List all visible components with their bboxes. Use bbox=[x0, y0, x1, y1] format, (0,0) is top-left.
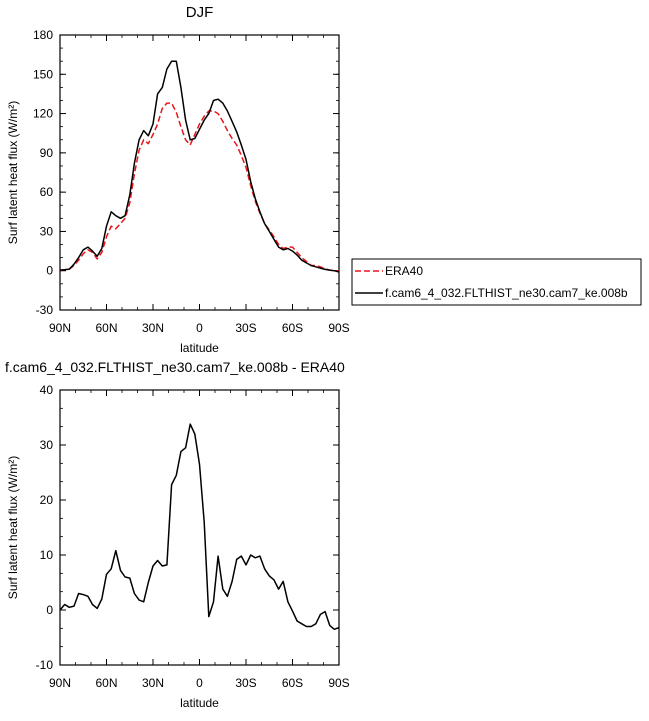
y-tick-label: 90 bbox=[40, 146, 54, 160]
chart-title: f.cam6_4_032.FLTHIST_ne30.cam7_ke.008b -… bbox=[5, 359, 345, 375]
x-tick-label: 60S bbox=[282, 321, 303, 335]
x-tick-label: 90S bbox=[328, 321, 349, 335]
x-tick-label: 60S bbox=[282, 676, 303, 690]
y-axis-label: Surf latent heat flux (W/m²) bbox=[6, 456, 20, 599]
y-tick-label: -10 bbox=[36, 658, 54, 672]
x-tick-label: 30S bbox=[235, 676, 256, 690]
x-axis-label: latitude bbox=[180, 696, 219, 710]
y-axis-label: Surf latent heat flux (W/m²) bbox=[6, 101, 20, 244]
x-tick-label: 90N bbox=[49, 676, 71, 690]
y-tick-label: -30 bbox=[36, 303, 54, 317]
x-tick-label: 60N bbox=[95, 321, 117, 335]
legend-box bbox=[351, 258, 642, 306]
series-line-0 bbox=[59, 102, 339, 272]
y-tick-label: 120 bbox=[33, 107, 53, 121]
y-tick-label: 30 bbox=[40, 438, 54, 452]
y-tick-label: 0 bbox=[46, 264, 53, 278]
plot-frame bbox=[59, 389, 340, 666]
y-tick-label: 0 bbox=[46, 603, 53, 617]
legend-label: ERA40 bbox=[385, 264, 423, 278]
top-panel-djf: DJF -30 0 30 60 90 120 150 180 90N 60N 30N 0 30S 60S 90… bbox=[6, 4, 642, 355]
y-tick-label: 20 bbox=[40, 493, 54, 507]
y-tick-label: 60 bbox=[40, 185, 54, 199]
x-tick-label: 0 bbox=[196, 676, 203, 690]
x-tick-label: 30N bbox=[142, 676, 164, 690]
bottom-panel-difference: f.cam6_4_032.FLTHIST_ne30.cam7_ke.008b -… bbox=[5, 359, 350, 710]
y-tick-label: 40 bbox=[40, 383, 54, 397]
x-tick-label: 60N bbox=[95, 676, 117, 690]
series-line-0 bbox=[59, 423, 340, 631]
x-axis-label: latitude bbox=[180, 341, 219, 355]
x-tick-label: 30S bbox=[235, 321, 256, 335]
x-tick-label: 30N bbox=[142, 321, 164, 335]
series-line-1 bbox=[59, 60, 340, 273]
y-tick-label: 10 bbox=[40, 548, 54, 562]
x-tick-label: 90N bbox=[49, 321, 71, 335]
y-tick-label: 150 bbox=[33, 67, 53, 81]
x-tick-label: 0 bbox=[196, 321, 203, 335]
y-tick-label: 30 bbox=[40, 224, 54, 238]
chart-title: DJF bbox=[186, 4, 214, 21]
y-tick-label: 180 bbox=[33, 28, 53, 42]
legend-label: f.cam6_4_032.FLTHIST_ne30.cam7_ke.008b bbox=[385, 286, 628, 300]
x-tick-label: 90S bbox=[328, 676, 349, 690]
plot-frame bbox=[59, 34, 340, 311]
